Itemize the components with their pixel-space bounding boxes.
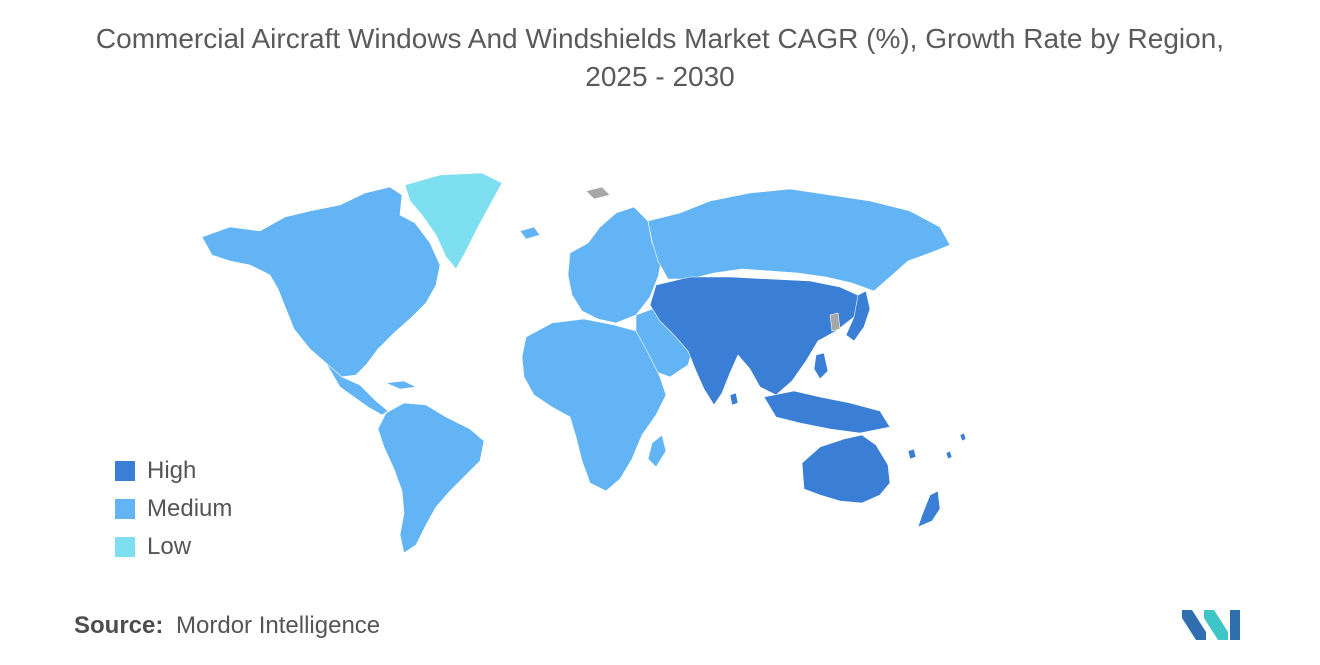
map-region-southeast-asia-islands <box>763 390 891 434</box>
mordor-intelligence-logo <box>1182 610 1240 640</box>
legend-swatch-low <box>115 537 135 557</box>
legend-item-low: Low <box>115 528 232 566</box>
legend-item-medium: Medium <box>115 490 232 528</box>
source-label: Source: <box>74 612 164 639</box>
title-line-1: Commercial Aircraft Windows And Windshie… <box>95 23 1225 54</box>
map-region-europe <box>567 206 663 324</box>
map-region-sri-lanka <box>729 392 739 406</box>
legend-swatch-high <box>115 461 135 481</box>
map-region-africa <box>521 318 667 492</box>
world-map <box>201 172 967 554</box>
source-value: Mordor Intelligence <box>176 612 381 639</box>
source-line: Source: Mordor Intelligence <box>74 612 380 640</box>
legend-item-high: High <box>115 452 232 490</box>
map-region-pacific-islands <box>907 432 967 460</box>
map-region-asia-pacific <box>649 276 863 406</box>
map-region-korea <box>829 312 841 332</box>
title-line-2: 2025 - 2030 <box>585 61 735 92</box>
map-region-madagascar <box>647 434 667 468</box>
map-region-central-america <box>325 362 389 416</box>
map-region-south-america <box>377 402 485 554</box>
legend-label-high: High <box>147 457 197 484</box>
map-region-australia <box>801 434 891 504</box>
map-region-north-america <box>201 186 441 378</box>
legend: High Medium Low <box>115 452 232 566</box>
map-region-russia <box>647 188 951 292</box>
chart-title: Commercial Aircraft Windows And Windshie… <box>0 20 1320 96</box>
map-region-philippines <box>813 352 829 380</box>
map-region-svalbard <box>585 186 611 200</box>
legend-label-low: Low <box>147 533 192 560</box>
map-region-japan <box>845 290 871 342</box>
legend-swatch-medium <box>115 499 135 519</box>
map-region-caribbean <box>384 380 418 390</box>
legend-label-medium: Medium <box>147 495 233 522</box>
map-region-greenland <box>404 172 503 270</box>
map-region-new-zealand <box>917 490 941 528</box>
map-region-iceland <box>519 226 541 240</box>
